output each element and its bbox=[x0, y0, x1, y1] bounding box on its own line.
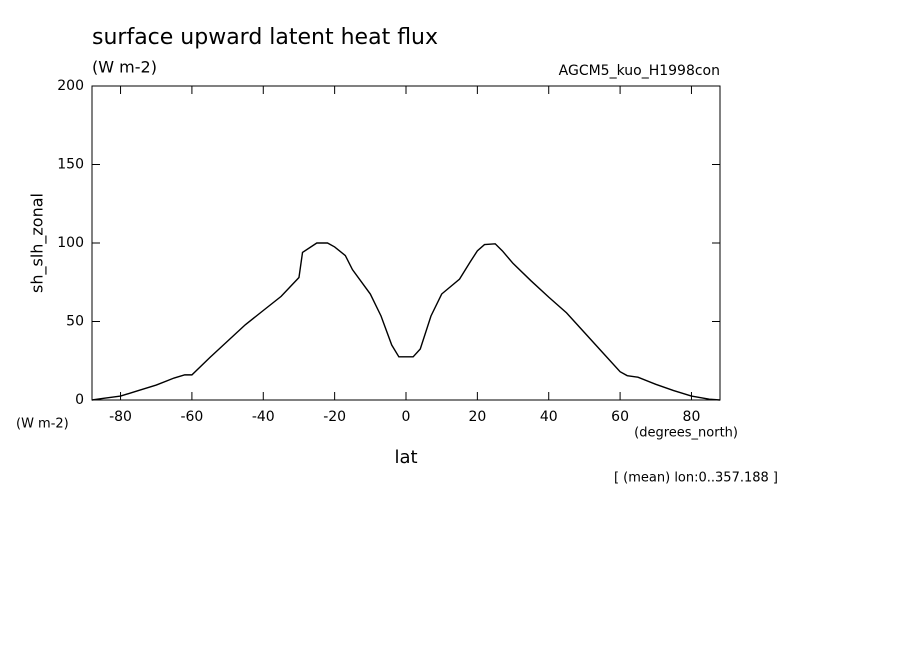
y-tick-label: 150 bbox=[57, 157, 84, 173]
line-series bbox=[91, 242, 721, 401]
run-label: AGCM5_kuo_H1998con bbox=[559, 63, 720, 79]
y-tick-label: 50 bbox=[66, 314, 84, 330]
x-tick-label: 20 bbox=[468, 409, 486, 425]
y-axis-label: sh_slh_zonal bbox=[28, 193, 48, 293]
y-tick-label: 100 bbox=[57, 235, 84, 251]
x-axis-label: lat bbox=[394, 447, 417, 468]
chart-title: surface upward latent heat flux bbox=[92, 25, 438, 50]
x-tick-label: 0 bbox=[402, 409, 411, 425]
y-tick-label: 200 bbox=[57, 78, 84, 94]
x-tick-label: 80 bbox=[683, 409, 701, 425]
note: [ (mean) lon:0..357.188 ] bbox=[614, 471, 778, 486]
y-tick-label: 0 bbox=[75, 392, 84, 408]
x-tick-label: 40 bbox=[540, 409, 558, 425]
plot-frame bbox=[91, 85, 721, 401]
x-tick-label: 60 bbox=[611, 409, 629, 425]
x-tick-label: -60 bbox=[180, 409, 203, 425]
x-tick-label: -80 bbox=[109, 409, 132, 425]
chart-subtitle: (W m-2) bbox=[92, 58, 157, 77]
x-tick-label: -40 bbox=[252, 409, 275, 425]
x-unit: (degrees_north) bbox=[634, 426, 738, 441]
x-tick-label: -20 bbox=[323, 409, 346, 425]
y-unit: (W m-2) bbox=[16, 417, 69, 432]
